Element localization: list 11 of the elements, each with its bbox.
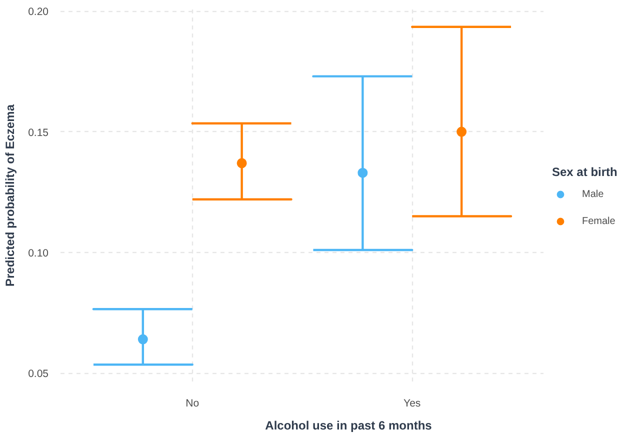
y-axis-title: Predicted probability of Eczema: [3, 104, 18, 287]
legend-label: Male: [582, 188, 604, 200]
y-tick-label: 0.05: [28, 368, 49, 380]
x-axis-title: Alcohol use in past 6 months: [265, 418, 432, 432]
y-tick-label: 0.10: [28, 247, 49, 260]
legend-label: Female: [582, 216, 616, 226]
y-tick-label: 0.15: [28, 126, 49, 139]
x-tick-label: Yes: [404, 398, 421, 410]
y-tick-label: 0.20: [28, 6, 49, 18]
x-tick-label: No: [186, 398, 200, 410]
legend-title: Sex at birth: [552, 165, 618, 179]
